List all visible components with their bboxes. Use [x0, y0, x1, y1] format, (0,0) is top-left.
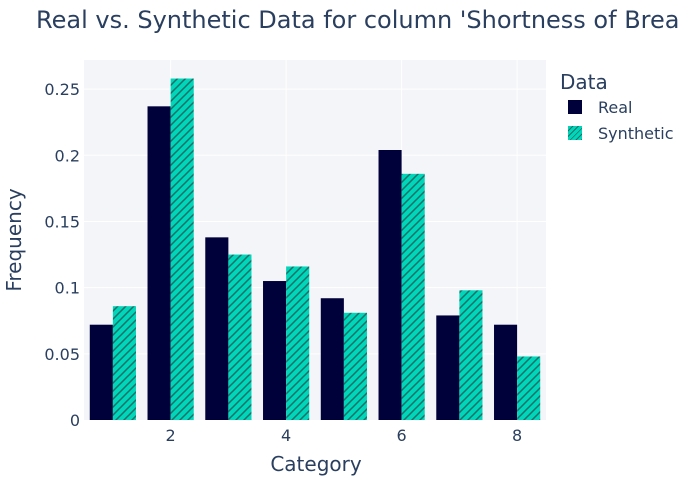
x-tick-label: 4: [281, 426, 291, 445]
y-tick-label: 0.15: [44, 212, 80, 231]
y-tick-label: 0.05: [44, 345, 80, 364]
y-tick-label: 0.25: [44, 80, 80, 99]
x-tick-labels: 2 4 6 8: [166, 426, 523, 445]
y-tick-label: 0.2: [55, 146, 80, 165]
bar-synthetic-8[interactable]: [517, 356, 541, 420]
bar-synthetic-7[interactable]: [459, 290, 483, 420]
bar-real-8[interactable]: [494, 324, 518, 420]
bar-synthetic-6[interactable]: [401, 173, 425, 420]
bar-synthetic-3[interactable]: [228, 254, 252, 420]
y-tick-label: 0: [70, 411, 80, 430]
legend-label-real: Real: [598, 97, 633, 117]
bar-real-7[interactable]: [436, 315, 460, 420]
x-tick-label: 6: [397, 426, 407, 445]
legend-title: Data: [560, 70, 608, 94]
bar-real-4[interactable]: [263, 281, 287, 420]
bar-real-6[interactable]: [378, 150, 402, 420]
bar-synthetic-1[interactable]: [112, 306, 136, 420]
y-tick-labels: 0 0.05 0.1 0.15 0.2 0.25: [44, 80, 80, 430]
legend-item-synthetic[interactable]: Synthetic: [568, 122, 674, 144]
bar-real-2[interactable]: [147, 106, 171, 420]
x-tick-label: 2: [166, 426, 176, 445]
legend-swatch-real: [568, 100, 582, 114]
chart-title: Real vs. Synthetic Data for column 'Shor…: [36, 6, 680, 34]
y-tick-label: 0.1: [55, 279, 80, 298]
x-axis-label-text: Category: [270, 452, 362, 476]
legend-item-real[interactable]: Real: [568, 96, 633, 118]
bar-real-5[interactable]: [320, 298, 344, 420]
bar-real-3[interactable]: [205, 237, 229, 420]
bar-synthetic-5[interactable]: [343, 312, 367, 420]
x-tick-label: 8: [512, 426, 522, 445]
bars: [89, 78, 541, 420]
bar-synthetic-4[interactable]: [286, 266, 310, 420]
bar-synthetic-2[interactable]: [170, 78, 194, 420]
legend-swatch-synthetic: [568, 126, 582, 140]
bar-real-1[interactable]: [89, 324, 113, 420]
y-axis-label: Frequency: [2, 188, 26, 292]
legend-label-synthetic: Synthetic: [598, 123, 674, 143]
